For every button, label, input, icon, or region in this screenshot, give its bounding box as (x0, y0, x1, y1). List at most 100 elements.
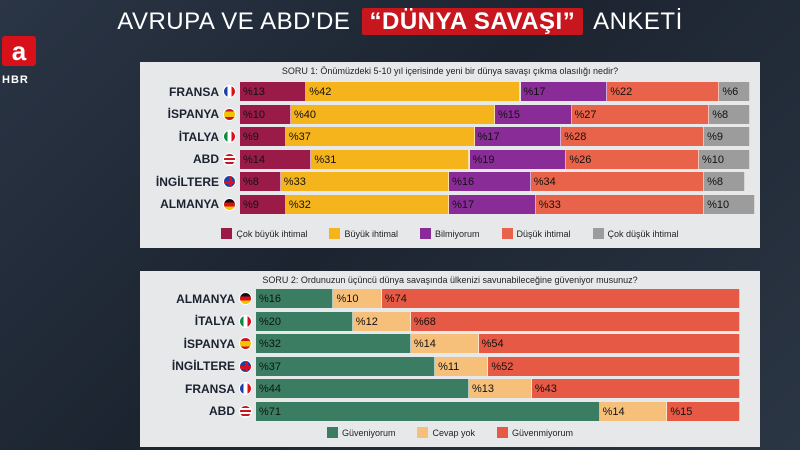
legend-swatch (329, 228, 341, 239)
bar-segment: %16 (256, 289, 334, 308)
bar-segment: %15 (667, 401, 740, 421)
legend-item: Güveniyorum (326, 427, 395, 438)
bar-segment: %71 (256, 401, 600, 421)
bar-segment: %19 (469, 149, 567, 169)
row-label: İTALYA (140, 127, 236, 146)
flag-icon (239, 337, 252, 350)
legend-item: Bilmiyorum (419, 228, 480, 239)
bar-segment: %20 (256, 311, 353, 331)
legend-label: Çok büyük ihtimal (236, 228, 308, 239)
flag-icon (223, 152, 236, 166)
legend-swatch (501, 228, 513, 239)
bar-segment: %17 (449, 194, 536, 214)
country-name: ABD (209, 404, 235, 418)
country-name: İNGİLTERE (171, 359, 235, 373)
legend-swatch (497, 427, 509, 438)
country-name: İSPANYA (167, 107, 219, 121)
flag-icon (239, 314, 252, 328)
bar-segment: %12 (352, 311, 411, 331)
bar-segment: %10 (333, 289, 382, 308)
legend-label: Büyük ihtimal (344, 228, 398, 239)
legend-swatch (419, 228, 431, 239)
legend-label: Düşük ihtimal (516, 228, 571, 239)
legend-item: Güvenmiyorum (497, 427, 573, 438)
bar-segment: %13 (468, 379, 532, 398)
question-2-text: SORU 2: Ordunuzun üçüncü dünya savaşında… (262, 275, 638, 285)
bar-segment: %15 (495, 104, 572, 124)
bar-segment: %44 (256, 379, 469, 398)
bar-segment: %37 (285, 127, 475, 146)
bar-segment: %68 (410, 311, 740, 331)
legend-q1: Çok büyük ihtimal Büyük ihtimal Bilmiyorum… (140, 228, 760, 239)
bar-segment: %37 (256, 356, 436, 376)
bar-segment: %52 (488, 356, 740, 376)
row-label: İNGİLTERE (140, 357, 252, 376)
flag-icon (239, 404, 252, 418)
bar-segment: %11 (435, 356, 489, 376)
logo-letter: a (2, 36, 36, 66)
row-label: ALMANYA (140, 289, 252, 308)
bar-segment: %13 (240, 82, 307, 101)
flag-icon (223, 85, 236, 98)
bar-segment: %32 (285, 194, 450, 214)
bar-segment: %54 (478, 334, 740, 353)
bar-segment: %9 (704, 127, 750, 146)
row-label: İSPANYA (140, 105, 236, 124)
legend-swatch (417, 427, 429, 438)
flag-icon (223, 130, 236, 143)
bar-segment: %10 (240, 104, 291, 124)
country-name: FRANSA (169, 84, 219, 99)
country-name: FRANSA (185, 381, 235, 396)
bar-segment: %17 (520, 82, 608, 101)
country-name: İNGİLTERE (155, 174, 219, 189)
logo-subtitle: HBR (2, 74, 29, 86)
legend-item: Cevap yok (417, 427, 475, 438)
bar-segment: %10 (704, 194, 756, 214)
title-highlight: “DÜNYA SAVAŞI” (361, 8, 584, 35)
bar-segment: %28 (561, 127, 705, 146)
legend-swatch (592, 228, 604, 239)
bar-segment: %27 (571, 104, 710, 124)
bar-segment: %74 (381, 289, 740, 308)
country-name: İTALYA (194, 314, 235, 328)
legend-label: Güvenmiyorum (512, 427, 574, 438)
flag-icon (223, 197, 236, 211)
legend-label: Bilmiyorum (434, 228, 480, 239)
bar-segment: %14 (240, 149, 312, 169)
row-label: İSPANYA (140, 334, 252, 353)
row-label: FRANSA (140, 82, 236, 101)
country-name: ABD (193, 152, 219, 166)
row-label: ALMANYA (140, 195, 236, 214)
bar-segment: %14 (410, 334, 479, 353)
bar-segment: %9 (240, 127, 286, 146)
chart-panel-q1: SORU 1: Önümüzdeki 5-10 yıl içerisinde y… (140, 62, 760, 248)
bar-segment: %34 (530, 172, 705, 191)
bar-segment: %32 (256, 334, 411, 353)
flag-icon (239, 382, 252, 395)
page-title: AVRUPA VE ABD'DE “DÜNYA SAVAŞI” ANKETİ (0, 8, 800, 36)
row-label: İTALYA (140, 312, 252, 331)
row-label: ABD (140, 150, 236, 169)
row-label: İNGİLTERE (140, 172, 236, 191)
bar-segment: %16 (449, 172, 531, 191)
legend-label: Çok düşük ihtimal (607, 228, 679, 239)
legend-item: Çok düşük ihtimal (592, 228, 679, 239)
flag-icon (239, 292, 252, 305)
channel-logo: a HBR (0, 0, 40, 92)
title-post: ANKETİ (593, 8, 683, 35)
flag-icon (239, 359, 252, 373)
legend-swatch (326, 427, 338, 438)
flag-icon (223, 175, 236, 188)
flag-icon (223, 107, 236, 121)
bar-segment: %22 (607, 82, 720, 101)
title-pre: AVRUPA VE ABD'DE (117, 8, 351, 35)
bar-segment: %14 (599, 401, 668, 421)
legend-q2: Güveniyorum Cevap yok Güvenmiyorum (140, 427, 760, 438)
legend-label: Cevap yok (432, 427, 476, 438)
legend-item: Düşük ihtimal (501, 228, 571, 239)
legend-item: Çok büyük ihtimal (221, 228, 307, 239)
bar-segment: %42 (306, 82, 521, 101)
bar-segment: %43 (531, 379, 740, 398)
row-label: ABD (140, 402, 252, 421)
country-name: ALMANYA (176, 291, 235, 306)
